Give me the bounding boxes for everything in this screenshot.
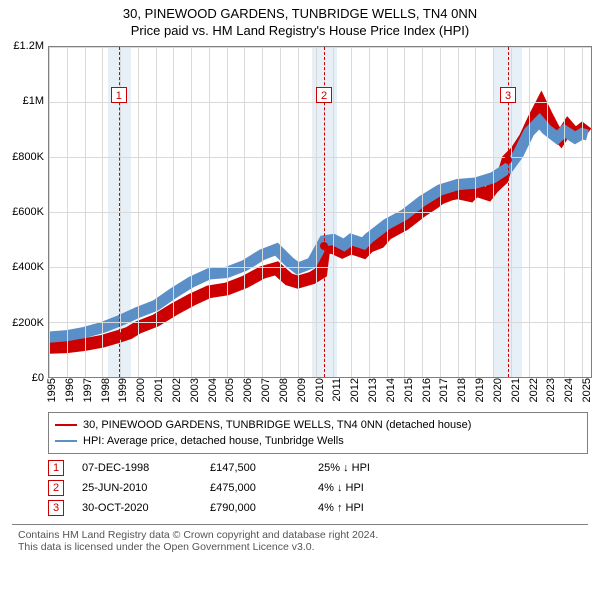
y-axis-label: £0 bbox=[32, 372, 44, 384]
x-axis-label: 2023 bbox=[543, 378, 557, 402]
x-axis-label: 2013 bbox=[365, 378, 379, 402]
legend: 30, PINEWOOD GARDENS, TUNBRIDGE WELLS, T… bbox=[48, 412, 588, 454]
x-axis-label: 2012 bbox=[347, 378, 361, 402]
x-axis-label: 1996 bbox=[62, 378, 76, 402]
sales-row: 3 30-OCT-2020 £790,000 4% ↑ HPI bbox=[48, 498, 588, 518]
title-line1: 30, PINEWOOD GARDENS, TUNBRIDGE WELLS, T… bbox=[0, 6, 600, 21]
x-axis-label: 2010 bbox=[312, 378, 326, 402]
x-axis-label: 2014 bbox=[383, 378, 397, 402]
x-axis-label: 2015 bbox=[401, 378, 415, 402]
chart: 123 £0£200K£400K£600K£800K£1M£1.2M199519… bbox=[48, 46, 592, 406]
x-axis-label: 2001 bbox=[151, 378, 165, 402]
sale-date: 30-OCT-2020 bbox=[82, 502, 192, 514]
x-axis-label: 2019 bbox=[472, 378, 486, 402]
y-axis-label: £800K bbox=[12, 151, 44, 163]
sales-row: 2 25-JUN-2010 £475,000 4% ↓ HPI bbox=[48, 478, 588, 498]
sale-marker: 3 bbox=[48, 500, 64, 516]
y-axis-label: £1M bbox=[23, 95, 44, 107]
y-axis-label: £600K bbox=[12, 206, 44, 218]
sale-delta: 4% ↓ HPI bbox=[318, 482, 408, 494]
x-axis-label: 1997 bbox=[80, 378, 94, 402]
legend-label: HPI: Average price, detached house, Tunb… bbox=[83, 435, 344, 447]
x-axis-label: 2008 bbox=[276, 378, 290, 402]
sale-price: £147,500 bbox=[210, 462, 300, 474]
x-axis-label: 2003 bbox=[187, 378, 201, 402]
x-axis-label: 2020 bbox=[490, 378, 504, 402]
sale-date: 25-JUN-2010 bbox=[82, 482, 192, 494]
x-axis-label: 2016 bbox=[419, 378, 433, 402]
sale-delta: 25% ↓ HPI bbox=[318, 462, 408, 474]
y-axis-label: £200K bbox=[12, 317, 44, 329]
x-axis-label: 1999 bbox=[115, 378, 129, 402]
legend-swatch bbox=[55, 424, 77, 426]
x-axis-label: 2011 bbox=[329, 378, 343, 402]
x-axis-label: 2000 bbox=[133, 378, 147, 402]
x-axis-label: 2018 bbox=[454, 378, 468, 402]
x-axis-label: 2024 bbox=[561, 378, 575, 402]
chart-marker: 1 bbox=[111, 87, 127, 103]
chart-marker: 3 bbox=[500, 87, 516, 103]
x-axis-label: 2022 bbox=[526, 378, 540, 402]
x-axis-label: 2009 bbox=[294, 378, 308, 402]
sale-date: 07-DEC-1998 bbox=[82, 462, 192, 474]
x-axis-label: 2006 bbox=[240, 378, 254, 402]
sale-delta: 4% ↑ HPI bbox=[318, 502, 408, 514]
title-line2: Price paid vs. HM Land Registry's House … bbox=[0, 23, 600, 38]
x-axis-label: 1995 bbox=[44, 378, 58, 402]
legend-item-hpi: HPI: Average price, detached house, Tunb… bbox=[55, 433, 581, 449]
chart-title: 30, PINEWOOD GARDENS, TUNBRIDGE WELLS, T… bbox=[0, 0, 600, 38]
plot-area: 1 2 3 bbox=[48, 46, 592, 378]
attribution-footer: Contains HM Land Registry data © Crown c… bbox=[12, 524, 588, 559]
x-axis-label: 2017 bbox=[436, 378, 450, 402]
footer-line2: This data is licensed under the Open Gov… bbox=[18, 541, 582, 553]
sale-price: £790,000 bbox=[210, 502, 300, 514]
x-axis-label: 2004 bbox=[205, 378, 219, 402]
legend-swatch bbox=[55, 440, 77, 442]
sales-table: 1 07-DEC-1998 £147,500 25% ↓ HPI 2 25-JU… bbox=[48, 458, 588, 518]
x-axis-label: 2007 bbox=[258, 378, 272, 402]
legend-item-property: 30, PINEWOOD GARDENS, TUNBRIDGE WELLS, T… bbox=[55, 417, 581, 433]
x-axis-label: 2002 bbox=[169, 378, 183, 402]
x-axis-label: 2005 bbox=[222, 378, 236, 402]
footer-line1: Contains HM Land Registry data © Crown c… bbox=[18, 529, 582, 541]
sale-marker: 2 bbox=[48, 480, 64, 496]
x-axis-label: 1998 bbox=[98, 378, 112, 402]
x-axis-label: 2021 bbox=[508, 378, 522, 402]
sales-row: 1 07-DEC-1998 £147,500 25% ↓ HPI bbox=[48, 458, 588, 478]
y-axis-label: £1.2M bbox=[13, 40, 44, 52]
legend-label: 30, PINEWOOD GARDENS, TUNBRIDGE WELLS, T… bbox=[83, 419, 471, 431]
chart-marker: 2 bbox=[316, 87, 332, 103]
x-axis-label: 2025 bbox=[579, 378, 593, 402]
sale-marker: 1 bbox=[48, 460, 64, 476]
y-axis-label: £400K bbox=[12, 261, 44, 273]
sale-price: £475,000 bbox=[210, 482, 300, 494]
